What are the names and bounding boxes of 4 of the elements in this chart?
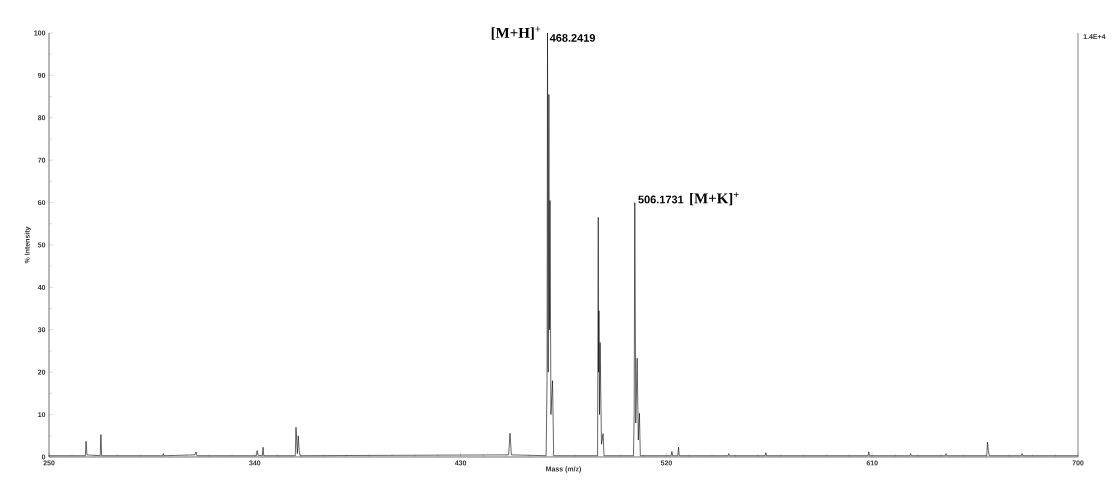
annotation: [M+K]$^{+}$ xyxy=(690,192,739,206)
annotation: 468.2419 xyxy=(549,34,595,42)
annotation: 506.1731 xyxy=(638,195,684,204)
annotation: [M+H]$^{+}$ xyxy=(491,26,541,40)
